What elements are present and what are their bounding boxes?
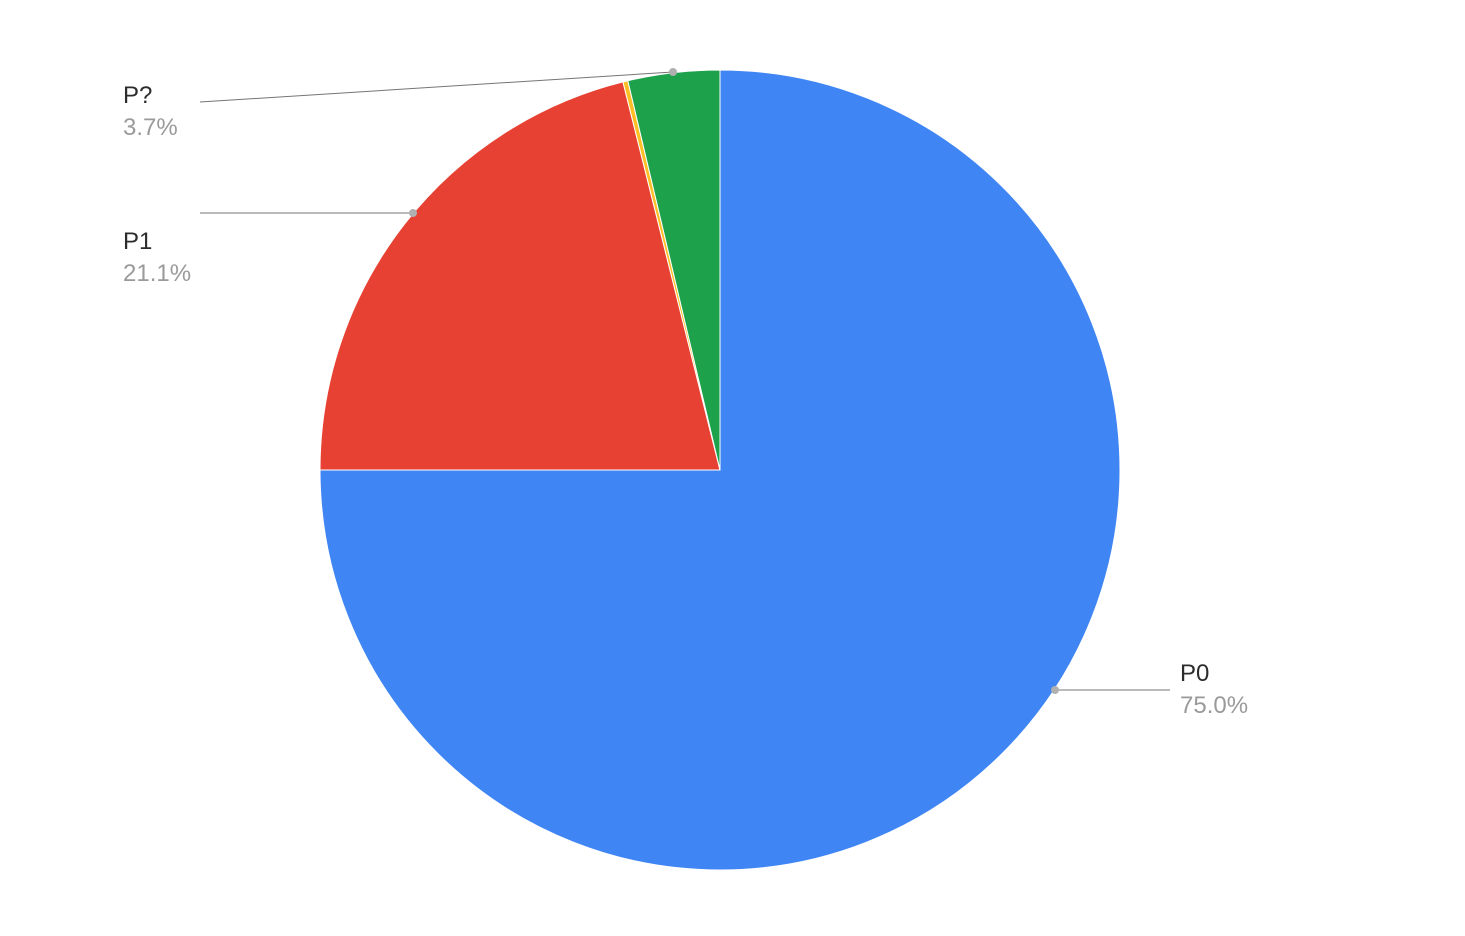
callout-percent: 3.7%	[123, 112, 178, 144]
callout-label: P121.1%	[123, 226, 191, 291]
callout-anchor-dot	[669, 68, 677, 76]
callout-label: P075.0%	[1180, 658, 1248, 723]
callout-name: P0	[1180, 658, 1248, 690]
callout-name: P?	[123, 80, 178, 112]
pie-slices	[320, 70, 1120, 870]
callout-percent: 21.1%	[123, 258, 191, 290]
callout-anchor-dot	[409, 209, 417, 217]
pie-chart	[0, 0, 1465, 931]
callout-anchor-dot	[1051, 686, 1059, 694]
callout-name: P1	[123, 226, 191, 258]
pie-chart-svg	[0, 0, 1465, 931]
callout-percent: 75.0%	[1180, 690, 1248, 722]
callout-label: P?3.7%	[123, 80, 178, 145]
